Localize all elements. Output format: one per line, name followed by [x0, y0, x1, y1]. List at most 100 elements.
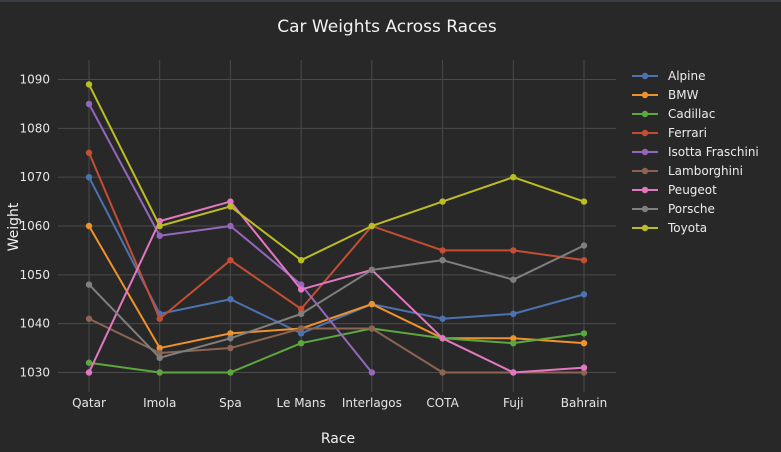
y-tick-label: 1050 [19, 268, 50, 282]
x-tick-label: Interlagos [342, 396, 402, 410]
legend-item-alpine[interactable]: Alpine [632, 69, 705, 83]
data-point [227, 330, 234, 337]
data-point [580, 330, 588, 337]
window-top-border [0, 0, 781, 2]
x-tick-label: Spa [219, 396, 242, 410]
data-point [297, 256, 305, 264]
x-tick-label: Bahrain [561, 396, 607, 410]
data-point [85, 149, 93, 156]
legend-label: Alpine [668, 69, 705, 83]
data-point [439, 335, 446, 342]
y-tick-labels: 1030 1040 1050 1060 1070 1080 1090 [19, 73, 50, 380]
grid-layer [58, 60, 616, 392]
data-point [580, 364, 588, 371]
data-point [510, 173, 517, 181]
x-tick-labels: Qatar Imola Spa Le Mans Interlagos COTA Fuji Ba… [72, 396, 607, 410]
data-point [439, 315, 446, 322]
data-point [85, 315, 93, 322]
data-point [580, 291, 588, 298]
legend-label: Lamborghini [668, 164, 743, 178]
series-line-porsche [88, 244, 585, 359]
x-tick-label: Imola [143, 396, 176, 410]
legend-label: Toyota [667, 221, 707, 235]
legend-swatch-marker [641, 110, 649, 118]
data-point [85, 369, 93, 376]
legend-swatch-marker [641, 186, 649, 194]
data-point [297, 310, 305, 318]
data-point [368, 369, 376, 376]
series-alpine [85, 173, 588, 337]
data-point [580, 242, 588, 249]
data-point [510, 276, 517, 283]
series-line-bmw [88, 225, 585, 350]
legend-label: Cadillac [668, 107, 715, 121]
data-point [227, 296, 234, 303]
data-point [297, 305, 305, 313]
data-point [439, 198, 446, 205]
y-tick-label: 1030 [19, 365, 50, 379]
legend-swatch-marker [641, 205, 649, 213]
data-point [510, 335, 517, 342]
legend-item-toyota[interactable]: Toyota [632, 221, 707, 235]
x-tick-label: COTA [426, 396, 459, 410]
data-point [297, 325, 305, 332]
data-point [297, 286, 305, 293]
legend-label: BMW [668, 88, 699, 102]
series-line-peugeot [88, 200, 585, 374]
legend: Alpine BMW Cadillac Ferrari Isotta Fraschini… [632, 69, 759, 235]
data-point [156, 369, 163, 376]
legend-item-bmw[interactable]: BMW [632, 88, 699, 102]
data-point [580, 256, 588, 264]
series-layer [85, 81, 588, 376]
data-point [580, 198, 588, 205]
data-point [297, 339, 305, 347]
data-point [368, 266, 376, 274]
data-point [439, 247, 446, 254]
chart-title: Car Weights Across Races [277, 17, 497, 37]
legend-item-lamborghini[interactable]: Lamborghini [632, 164, 743, 178]
data-point [368, 222, 376, 230]
data-point [156, 315, 163, 322]
data-point [85, 173, 93, 181]
legend-swatch-marker [641, 129, 649, 137]
data-point [85, 281, 93, 288]
data-point [227, 222, 234, 230]
legend-item-cadillac[interactable]: Cadillac [632, 107, 715, 121]
legend-swatch-marker [641, 167, 649, 175]
data-point [510, 339, 517, 347]
legend-swatch-marker [641, 224, 649, 232]
legend-item-peugeot[interactable]: Peugeot [632, 183, 717, 197]
data-point [227, 256, 234, 264]
series-line-alpine [88, 176, 585, 335]
data-point [439, 369, 446, 376]
data-point [510, 310, 517, 318]
data-point [85, 81, 93, 88]
data-point [85, 100, 93, 108]
data-point [580, 339, 588, 347]
series-line-ferrari [88, 152, 585, 320]
series-ferrari [85, 149, 588, 322]
x-tick-label: Fuji [503, 396, 524, 410]
data-point [227, 344, 234, 352]
data-point [227, 369, 234, 376]
y-tick-label: 1070 [19, 170, 50, 184]
series-line-toyota [88, 83, 585, 262]
x-tick-label: Qatar [72, 396, 106, 410]
legend-label: Peugeot [668, 183, 717, 197]
data-point [156, 354, 163, 362]
legend-item-porsche[interactable]: Porsche [632, 202, 715, 216]
series-isotta-fraschini [85, 100, 376, 376]
legend-item-isotta-fraschini[interactable]: Isotta Fraschini [632, 145, 759, 159]
x-axis-label: Race [321, 431, 355, 447]
legend-label: Isotta Fraschini [668, 145, 759, 159]
legend-label: Porsche [668, 202, 715, 216]
data-point [156, 349, 163, 357]
legend-swatch-marker [641, 91, 649, 99]
y-tick-label: 1060 [19, 219, 50, 233]
data-point [85, 359, 93, 366]
legend-item-ferrari[interactable]: Ferrari [632, 126, 707, 140]
data-point [368, 300, 376, 308]
y-tick-label: 1040 [19, 317, 50, 331]
data-point [439, 256, 446, 264]
